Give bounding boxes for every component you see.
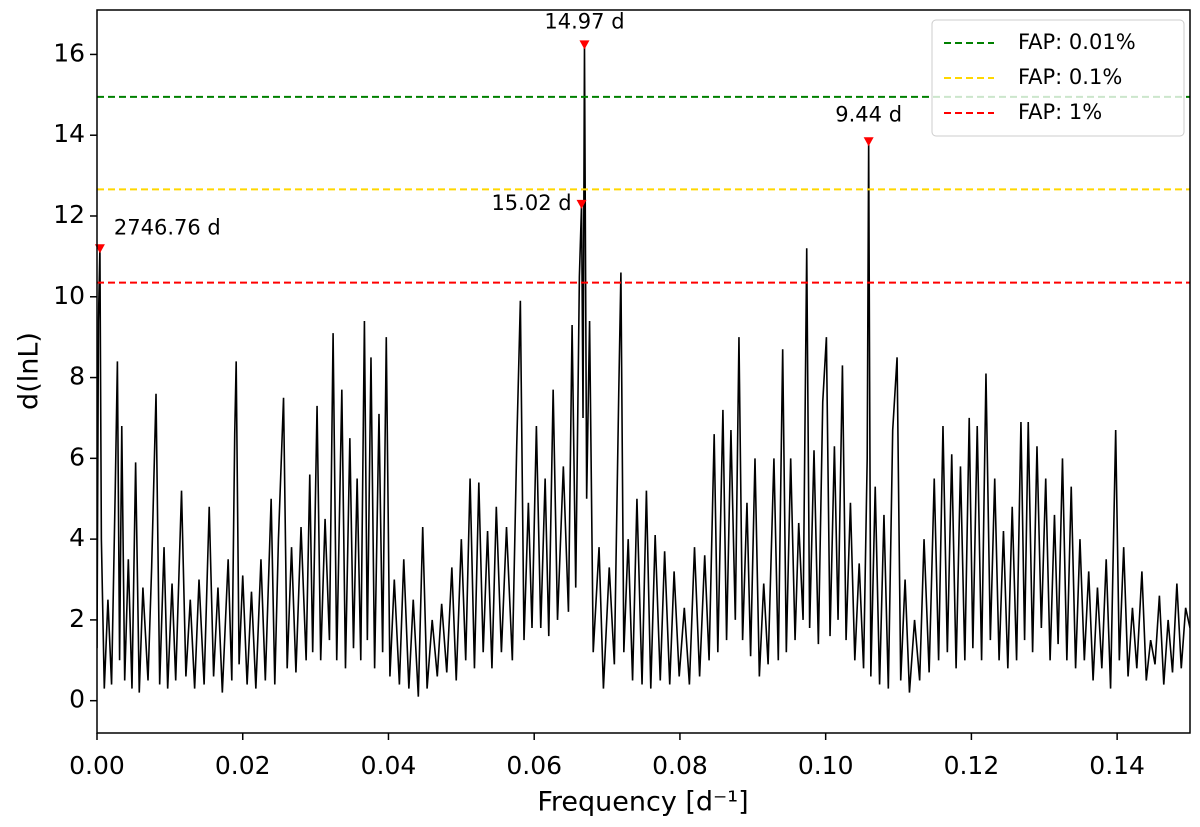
y-tick-label: 4 <box>69 523 85 552</box>
y-tick-label: 12 <box>53 200 85 229</box>
y-tick-label: 14 <box>53 119 85 148</box>
x-tick-label: 0.08 <box>652 751 708 780</box>
x-tick-label: 0.00 <box>69 751 125 780</box>
y-tick-label: 10 <box>53 281 85 310</box>
x-tick-label: 0.10 <box>798 751 854 780</box>
peak-label: 15.02 d <box>491 191 571 215</box>
x-tick-label: 0.12 <box>944 751 1000 780</box>
legend-box <box>931 19 1185 137</box>
legend: FAP: 0.01% FAP: 0.1% FAP: 1% <box>931 19 1185 137</box>
x-tick-label: 0.02 <box>215 751 271 780</box>
periodogram-line <box>97 44 1190 697</box>
x-tick-label: 0.14 <box>1089 751 1145 780</box>
y-tick-label: 0 <box>69 685 85 714</box>
peak-marker <box>579 40 590 50</box>
y-tick-label: 2 <box>69 604 85 633</box>
x-tick-label: 0.04 <box>361 751 417 780</box>
legend-label: FAP: 1% <box>1018 100 1102 124</box>
x-tick-label: 0.06 <box>506 751 562 780</box>
peak-marker <box>863 137 874 147</box>
legend-label: FAP: 0.1% <box>1018 65 1122 89</box>
x-axis-label: Frequency [d⁻¹] <box>537 787 748 818</box>
y-tick-label: 6 <box>69 442 85 471</box>
peak-marker <box>576 199 587 209</box>
peak-label: 14.97 d <box>544 9 624 33</box>
peak-label: 9.44 d <box>835 102 902 126</box>
y-axis-label: d(lnL) <box>14 332 45 410</box>
y-tick-label: 16 <box>53 38 85 67</box>
axes-frame <box>96 9 1191 734</box>
legend-label: FAP: 0.01% <box>1018 30 1136 54</box>
peak-label: 2746.76 d <box>114 215 221 239</box>
y-tick-label: 8 <box>69 362 85 391</box>
